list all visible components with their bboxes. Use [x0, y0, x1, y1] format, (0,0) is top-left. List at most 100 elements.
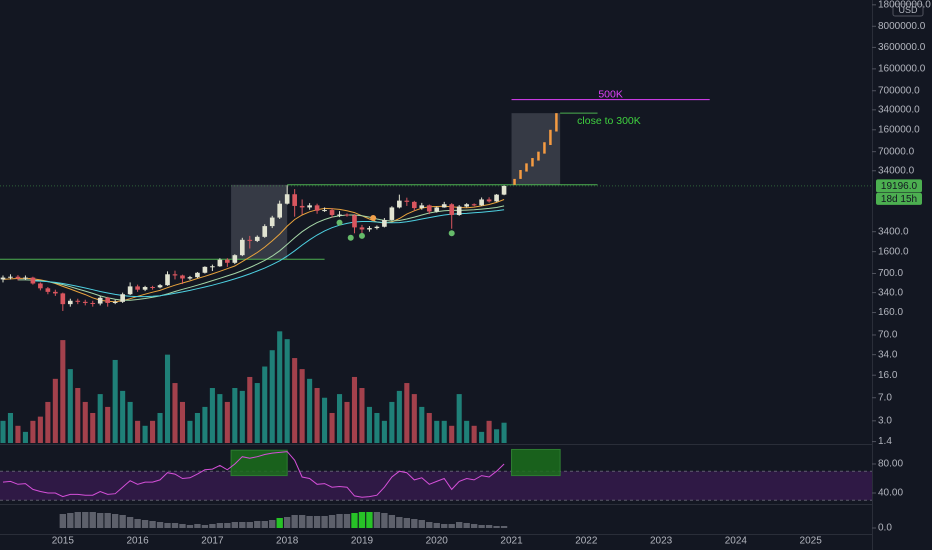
candle-body — [262, 226, 268, 237]
bar — [82, 401, 88, 443]
y-tick-label: 34000.0 — [878, 165, 915, 176]
bar — [141, 520, 149, 528]
candle-body — [382, 219, 387, 227]
y-tick-label: 1600000.0 — [878, 64, 926, 75]
candle-body — [53, 291, 58, 294]
bar — [470, 524, 478, 528]
range-box — [511, 113, 561, 185]
bar — [7, 412, 14, 443]
range-box — [231, 184, 288, 260]
y-tick-label: 1.4 — [878, 436, 892, 447]
bar — [321, 516, 328, 528]
candle-body — [374, 226, 380, 229]
bar — [441, 524, 448, 528]
bar — [336, 394, 343, 443]
bar — [486, 420, 492, 443]
bar — [404, 383, 410, 443]
signal-dot — [448, 230, 455, 237]
bar — [381, 513, 388, 528]
bar — [105, 406, 111, 443]
bar — [247, 376, 253, 443]
bar — [494, 429, 500, 443]
bar — [202, 406, 208, 443]
bar — [156, 522, 164, 528]
bar — [284, 339, 290, 443]
bar — [224, 523, 231, 528]
candle-body — [135, 286, 140, 290]
y-tick-label: 160000.0 — [878, 124, 920, 135]
bar — [396, 517, 403, 528]
bar — [299, 369, 305, 443]
bar — [67, 513, 74, 528]
signal-dot — [336, 219, 343, 226]
y-tick-label: 700000.0 — [878, 85, 920, 96]
bar — [464, 420, 470, 443]
candle-body — [254, 236, 260, 241]
bar — [37, 416, 43, 443]
candle-body — [479, 199, 484, 206]
bar — [142, 425, 148, 443]
signal-dot — [370, 215, 377, 222]
candle-body — [187, 277, 193, 279]
x-tick-label: 2023 — [650, 536, 673, 547]
candle-body — [397, 200, 402, 208]
bar — [298, 515, 306, 528]
bar — [344, 401, 350, 443]
bar — [426, 412, 432, 443]
bar — [373, 512, 381, 528]
bar — [322, 397, 328, 443]
candle-body — [165, 274, 170, 286]
bar — [291, 515, 298, 528]
moving-average — [17, 205, 505, 301]
candle-body — [441, 204, 447, 208]
candle-body — [314, 205, 320, 211]
bar — [194, 524, 201, 528]
bar — [433, 523, 440, 528]
candle-body — [30, 277, 36, 284]
bar — [97, 394, 103, 443]
bar — [126, 517, 134, 528]
candle-body — [329, 210, 335, 215]
candle-body — [389, 207, 395, 220]
bar — [30, 420, 36, 443]
x-tick-label: 2024 — [725, 536, 748, 547]
bar — [448, 524, 455, 528]
y-tick-label: 340000.0 — [878, 104, 920, 115]
bar — [186, 525, 194, 528]
x-tick-label: 2018 — [276, 536, 299, 547]
bar — [67, 369, 73, 443]
bar — [82, 512, 89, 528]
y-tick-label: 18000000.0 — [878, 0, 931, 10]
bar — [479, 431, 485, 443]
y-tick-label: 8000000.0 — [878, 21, 926, 32]
countdown-label: 18d 15h — [881, 194, 917, 205]
bar — [74, 512, 81, 528]
candle-body — [0, 277, 6, 280]
x-tick-label: 2022 — [575, 536, 598, 547]
bar — [216, 523, 224, 528]
y-tick-label: 16.0 — [878, 370, 898, 381]
last-price-box — [876, 179, 922, 193]
bar — [277, 331, 283, 443]
currency: USD — [898, 5, 918, 15]
candle-body — [419, 205, 425, 209]
candle-body — [247, 239, 253, 241]
candle-body — [38, 283, 43, 289]
rsi-band — [0, 471, 872, 501]
bar — [75, 388, 81, 443]
bar — [60, 340, 66, 443]
bar — [194, 412, 200, 443]
bar — [501, 422, 507, 443]
currency-box[interactable] — [892, 3, 924, 17]
bar — [283, 517, 291, 528]
x-tick-label: 2015 — [52, 536, 75, 547]
candle-body — [434, 207, 440, 212]
bar — [336, 514, 343, 528]
bar — [269, 350, 275, 443]
bar — [292, 358, 298, 443]
bar — [134, 519, 141, 528]
bar — [90, 412, 96, 443]
bar — [276, 518, 283, 528]
